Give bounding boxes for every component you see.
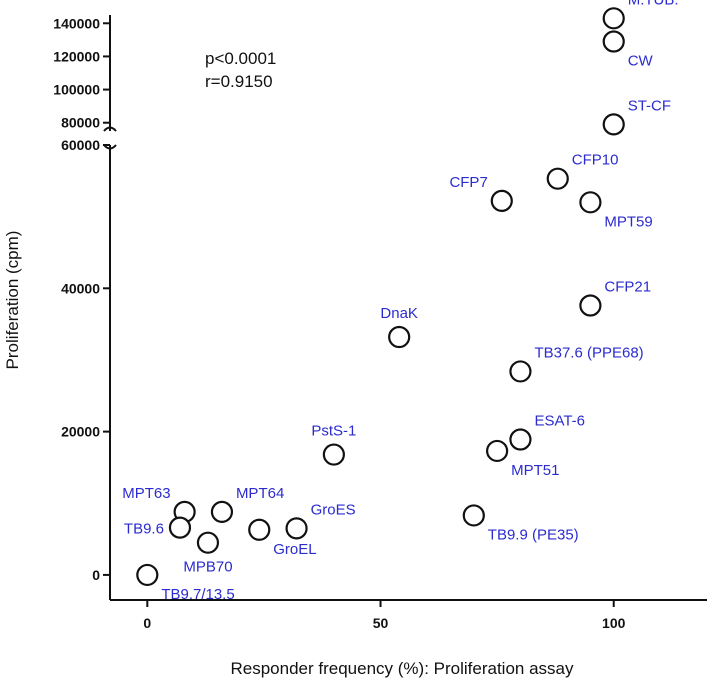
data-point bbox=[546, 167, 569, 190]
y-tick-label: 0 bbox=[92, 567, 100, 583]
data-point-label: TB9.6 bbox=[124, 521, 164, 538]
x-tick-label: 50 bbox=[373, 615, 389, 631]
data-point-label: DnaK bbox=[380, 305, 418, 322]
data-point-label: CW bbox=[628, 53, 654, 70]
data-point bbox=[602, 30, 625, 53]
data-point-label: ST-CF bbox=[628, 97, 671, 114]
axis-break-bottom-mark bbox=[103, 144, 117, 150]
data-point bbox=[210, 500, 234, 523]
data-point bbox=[136, 563, 159, 587]
data-point-label: GroEL bbox=[273, 541, 316, 558]
axes bbox=[103, 15, 707, 601]
data-point bbox=[196, 531, 220, 554]
y-tick-label: 20000 bbox=[61, 424, 100, 440]
data-point-label: PstS-1 bbox=[311, 423, 356, 440]
y-ticks: 0 20000 40000 60000 80000 100000 120000 140000 bbox=[53, 15, 110, 583]
data-point-label: M.TUB. bbox=[628, 0, 679, 8]
data-point-label: MPT59 bbox=[604, 213, 652, 230]
data-point bbox=[486, 439, 509, 463]
y-axis-title: Proliferation (cpm) bbox=[3, 231, 22, 370]
data-point-label: TB9.7/13.5 bbox=[161, 586, 234, 603]
axis-break-top-mark bbox=[103, 126, 117, 132]
data-point bbox=[579, 191, 602, 214]
y-tick-label: 80000 bbox=[61, 115, 100, 131]
data-point-label: MPT64 bbox=[236, 485, 284, 502]
markers bbox=[136, 7, 625, 587]
r-value-annotation: r=0.9150 bbox=[205, 72, 273, 91]
data-point bbox=[248, 518, 271, 541]
data-point bbox=[168, 516, 192, 539]
data-point-label: MPT51 bbox=[511, 462, 559, 479]
data-point bbox=[490, 189, 513, 212]
y-tick-label: 40000 bbox=[61, 280, 100, 296]
data-point bbox=[322, 443, 345, 466]
x-axis-title: Responder frequency (%): Proliferation a… bbox=[231, 659, 574, 678]
data-point-label: CFP21 bbox=[604, 279, 651, 296]
data-point bbox=[462, 504, 485, 527]
x-tick-label: 100 bbox=[602, 615, 626, 631]
point-labels: M.TUB. CW ST-CF CFP7 CFP10 MPT59 CFP21 DnaK TB37… bbox=[122, 0, 678, 603]
data-point-label: TB37.6 (PPE68) bbox=[534, 344, 643, 361]
y-tick-label: 120000 bbox=[53, 48, 100, 64]
y-tick-label: 60000 bbox=[61, 137, 100, 153]
x-ticks: 0 50 100 bbox=[143, 600, 626, 631]
data-point-label: ESAT-6 bbox=[534, 412, 585, 429]
data-point-label: MPB70 bbox=[183, 559, 232, 576]
data-point bbox=[509, 428, 532, 451]
data-point-label: GroES bbox=[311, 501, 356, 518]
data-point bbox=[579, 294, 602, 317]
data-point bbox=[602, 7, 625, 30]
data-point-label: TB9.9 (PE35) bbox=[488, 526, 579, 543]
y-tick-label: 140000 bbox=[53, 15, 100, 31]
x-tick-label: 0 bbox=[143, 615, 151, 631]
data-point bbox=[285, 517, 308, 540]
data-point-label: CFP7 bbox=[449, 174, 487, 191]
data-point bbox=[602, 113, 625, 136]
y-tick-label: 100000 bbox=[53, 82, 100, 98]
data-point bbox=[509, 360, 532, 383]
p-value-annotation: p<0.0001 bbox=[205, 49, 276, 68]
data-point-label: CFP10 bbox=[572, 152, 619, 169]
data-point bbox=[388, 325, 411, 349]
data-point-label: MPT63 bbox=[122, 485, 170, 502]
